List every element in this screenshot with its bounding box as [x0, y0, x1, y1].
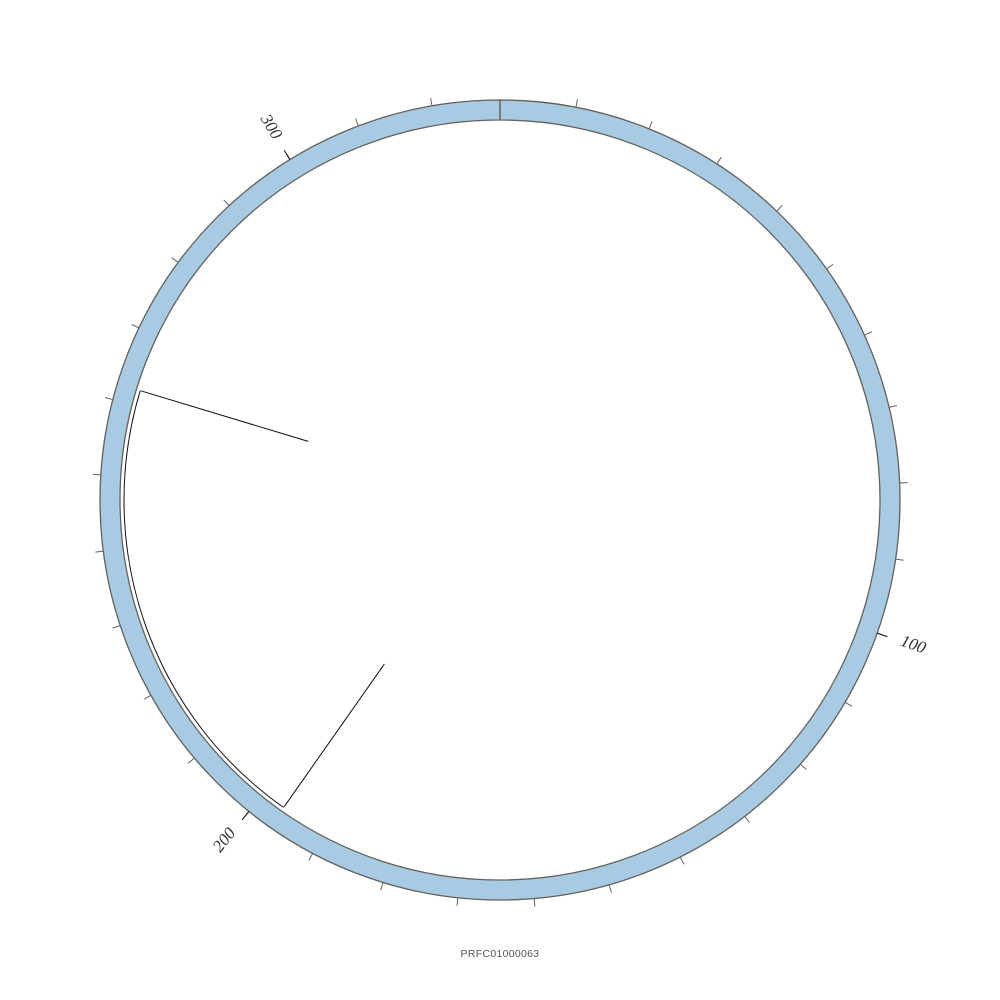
svg-text:PRFC01000063: PRFC01000063 [461, 948, 540, 960]
